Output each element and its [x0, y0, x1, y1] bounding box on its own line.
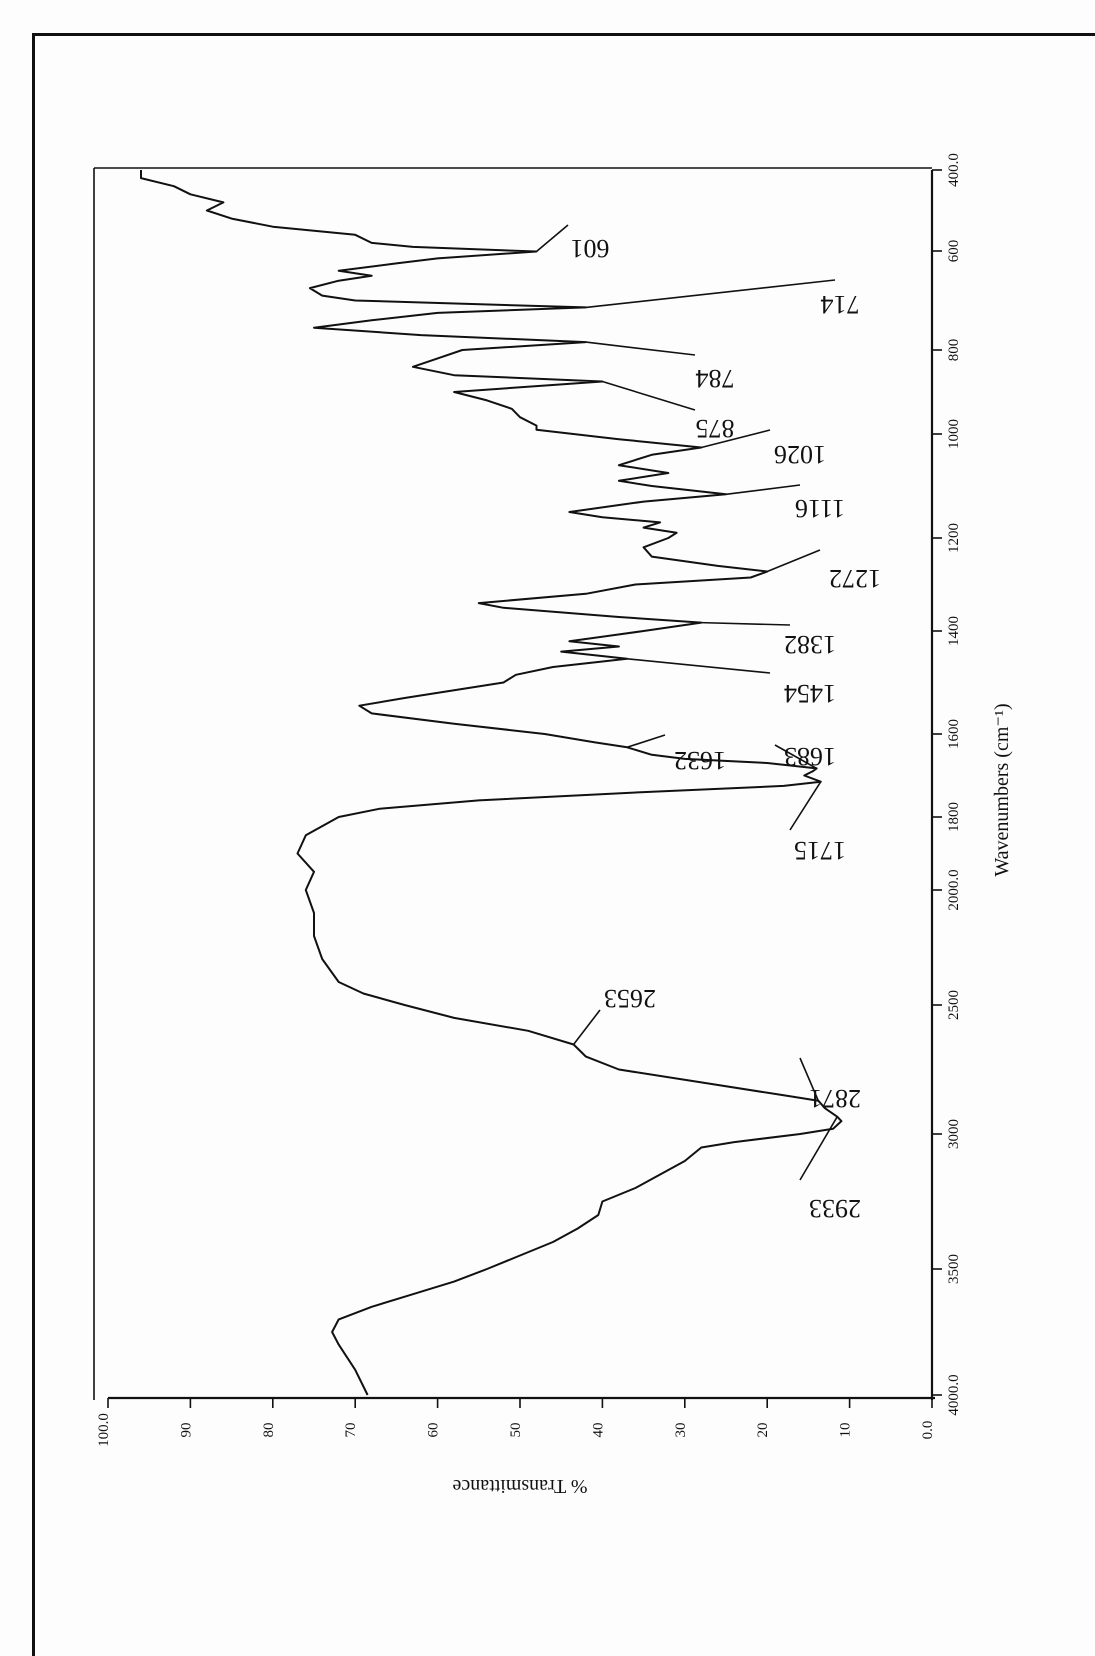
- x-tick-label: 3500: [946, 1254, 962, 1284]
- peak-label: 714: [821, 290, 860, 319]
- y-tick-label: 50: [508, 1423, 524, 1438]
- axis-titles: Wavenumbers (cm⁻¹) % Transmittance: [452, 703, 1013, 1497]
- y-tick-label: 30: [673, 1423, 689, 1438]
- y-tick-label: 40: [590, 1423, 606, 1438]
- x-tick-label: 2500: [946, 990, 962, 1020]
- y-tick-label: 0.0: [920, 1421, 936, 1440]
- peak-label: 2653: [604, 984, 656, 1013]
- peak-label: 1272: [829, 564, 881, 593]
- peak-label: 875: [696, 414, 735, 443]
- peak-leader-line: [535, 224, 569, 253]
- y-axis-title: % Transmittance: [452, 1475, 587, 1497]
- x-tick-label: 600: [946, 240, 962, 263]
- x-tick-label: 1400: [946, 616, 962, 646]
- peak-label: 1382: [784, 630, 836, 659]
- x-tick-label: 2000.0: [946, 869, 962, 910]
- peak-leader-line: [774, 744, 818, 770]
- peak-leader-line: [585, 341, 696, 356]
- peak-label: 1116: [795, 494, 845, 523]
- peak-label: 1454: [784, 679, 836, 708]
- y-tick-label: 10: [838, 1423, 854, 1438]
- peak-label: 601: [571, 234, 610, 263]
- page-border: [32, 33, 1095, 1656]
- peak-leader-line: [725, 484, 801, 496]
- spectrum-series: [140, 170, 843, 1396]
- x-tick-label: 4000.0: [946, 1374, 962, 1415]
- peak-leader-line: [789, 781, 822, 831]
- peak-leader-line: [585, 279, 836, 309]
- peak-leader-line: [766, 549, 821, 573]
- y-tick-label: 60: [426, 1423, 442, 1438]
- peak-leader-line: [572, 1009, 601, 1045]
- x-tick-label: 400.0: [946, 153, 962, 187]
- peak-leader-line: [626, 734, 666, 749]
- x-tick-label: 1800: [946, 802, 962, 832]
- x-axis-title: Wavenumbers (cm⁻¹): [991, 703, 1013, 876]
- y-tick-label: 90: [178, 1423, 194, 1438]
- peak-leader-line: [602, 380, 696, 411]
- x-tick-label: 800: [946, 339, 962, 362]
- x-tick-label: 3000: [946, 1119, 962, 1149]
- peak-leader-line: [701, 429, 771, 449]
- peak-leader-line: [627, 658, 771, 674]
- spectrum-line: [140, 170, 843, 1396]
- peak-leader-line: [799, 1057, 820, 1102]
- y-tick-label: 80: [261, 1423, 277, 1438]
- x-tick-label: 1600: [946, 719, 962, 749]
- y-tick-label: 100.0: [96, 1413, 112, 1447]
- chart-axes: 4000.0 3500 3000 2500 2000.0 1800 1600 1400 1200…: [93, 153, 962, 1447]
- peak-annotations: 601 714 784 875 1026 1116 1272 1382 1454 1632 1683…: [535, 224, 881, 1223]
- peak-label: 2933: [809, 1194, 861, 1223]
- y-tick-label: 70: [343, 1423, 359, 1438]
- peak-label: 784: [696, 364, 735, 393]
- y-tick-label: 20: [755, 1423, 771, 1438]
- peak-label: 2871: [809, 1084, 861, 1113]
- peak-label: 1632: [674, 746, 726, 775]
- peak-leader-line: [701, 621, 791, 626]
- x-tick-label: 1200: [946, 523, 962, 553]
- x-tick-label: 1000: [946, 419, 962, 449]
- peak-leader-line: [799, 1116, 838, 1181]
- peak-label: 1715: [794, 836, 846, 865]
- peak-label: 1026: [774, 440, 826, 469]
- peak-label: 1683: [784, 742, 836, 771]
